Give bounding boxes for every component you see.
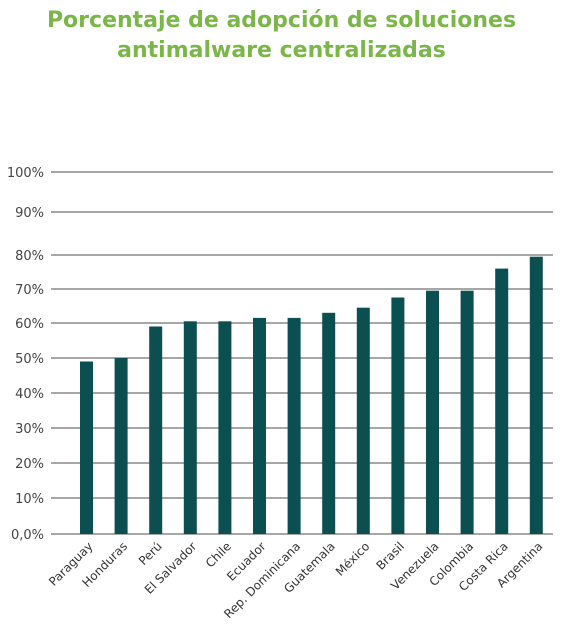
y-tick-label: 90% [15,206,44,221]
bar-brasil [391,297,405,534]
bar-paraguay [80,361,93,534]
y-tick-label: 70% [15,283,44,298]
bar-colombia [460,290,474,534]
chart-title: Porcentaje de adopción de soluciones ant… [0,6,563,66]
y-tick-label: 100% [7,166,44,181]
bar-honduras [114,358,128,534]
bar-m-xico [356,307,370,534]
y-tick-label: 50% [15,352,44,367]
y-tick-label: 0,0% [11,528,44,543]
y-tick-label: 30% [15,422,44,437]
chart-title-line-1: Porcentaje de adopción de soluciones [46,8,517,33]
x-category-label: México [333,539,373,579]
y-tick-label: 80% [15,249,44,264]
x-category-label: Perú [136,539,165,568]
bar-argentina [529,256,543,534]
bar-costa-rica [495,268,509,534]
bar-guatemala [322,312,336,534]
bar-el-salvador [183,321,197,534]
bar-rep-dominicana [287,317,301,534]
y-tick-label: 10% [15,492,44,507]
chart-title-line-2: antimalware centralizadas [117,38,446,63]
x-category-label: Chile [203,539,234,570]
bar-chile [218,321,232,534]
bar-venezuela [426,290,439,534]
bars [80,256,543,534]
y-tick-label: 20% [15,457,44,472]
y-tick-label: 60% [15,317,44,332]
bar-per- [149,326,163,534]
y-axis-tick-labels: 0,0% 10% 20% 30% 40% 50% 60% 70% 80% 90% 100% [7,166,44,543]
y-tick-label: 40% [15,387,44,402]
bar-ecuador [253,317,266,534]
